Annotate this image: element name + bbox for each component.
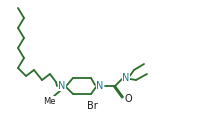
Text: N: N	[96, 81, 104, 91]
Text: N: N	[58, 81, 66, 91]
Text: O: O	[124, 94, 132, 104]
Text: N: N	[122, 73, 130, 83]
Text: Br: Br	[87, 101, 97, 111]
Text: Me: Me	[43, 96, 55, 106]
